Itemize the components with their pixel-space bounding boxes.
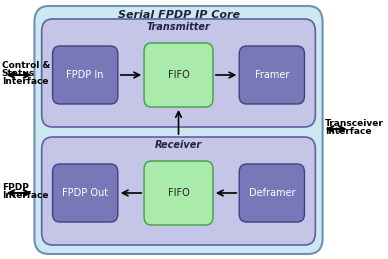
FancyBboxPatch shape (42, 137, 315, 245)
Text: Framer: Framer (255, 70, 289, 80)
Text: Deframer: Deframer (249, 188, 295, 198)
FancyBboxPatch shape (52, 46, 118, 104)
FancyBboxPatch shape (239, 164, 305, 222)
FancyBboxPatch shape (35, 6, 322, 254)
Text: Interface: Interface (325, 126, 372, 135)
Text: FIFO: FIFO (168, 188, 189, 198)
Text: FIFO: FIFO (168, 70, 189, 80)
Text: Control &: Control & (2, 61, 50, 69)
Text: Interface: Interface (2, 76, 48, 85)
Text: Transceiver: Transceiver (325, 119, 384, 127)
Text: Receiver: Receiver (155, 140, 202, 150)
Text: Status: Status (2, 68, 35, 77)
FancyBboxPatch shape (144, 43, 213, 107)
Text: Serial FPDP IP Core: Serial FPDP IP Core (118, 10, 239, 20)
FancyBboxPatch shape (144, 161, 213, 225)
Text: Interface: Interface (2, 191, 48, 200)
Text: FPDP: FPDP (2, 183, 29, 192)
FancyBboxPatch shape (52, 164, 118, 222)
FancyBboxPatch shape (239, 46, 305, 104)
Text: Transmitter: Transmitter (147, 22, 210, 32)
FancyBboxPatch shape (42, 19, 315, 127)
Text: FPDP In: FPDP In (66, 70, 104, 80)
Text: FPDP Out: FPDP Out (62, 188, 108, 198)
